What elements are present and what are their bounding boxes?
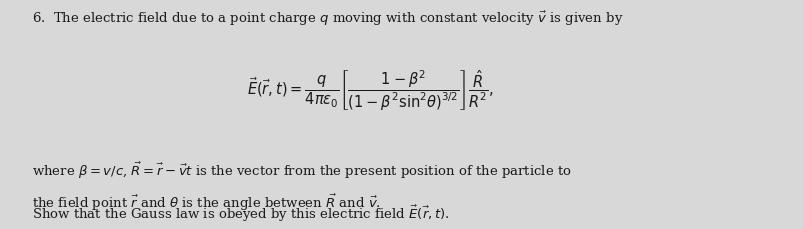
Text: the field point $\vec{r}$ and $\theta$ is the angle between $\vec{R}$ and $\vec{: the field point $\vec{r}$ and $\theta$ i… — [32, 192, 381, 213]
Text: $\vec{E}(\vec{r},t) = \dfrac{q}{4\pi\epsilon_0} \left[ \dfrac{1 - \beta^2}{(1 - : $\vec{E}(\vec{r},t) = \dfrac{q}{4\pi\eps… — [247, 69, 492, 113]
Text: 6.  The electric field due to a point charge $q$ moving with constant velocity $: 6. The electric field due to a point cha… — [32, 9, 623, 27]
Text: where $\beta = v/c$, $\vec{R} = \vec{r} - \vec{v}t$ is the vector from the prese: where $\beta = v/c$, $\vec{R} = \vec{r} … — [32, 160, 571, 181]
Text: Show that the Gauss law is obeyed by this electric field $\vec{E}(\vec{r}, t)$.: Show that the Gauss law is obeyed by thi… — [32, 204, 449, 224]
